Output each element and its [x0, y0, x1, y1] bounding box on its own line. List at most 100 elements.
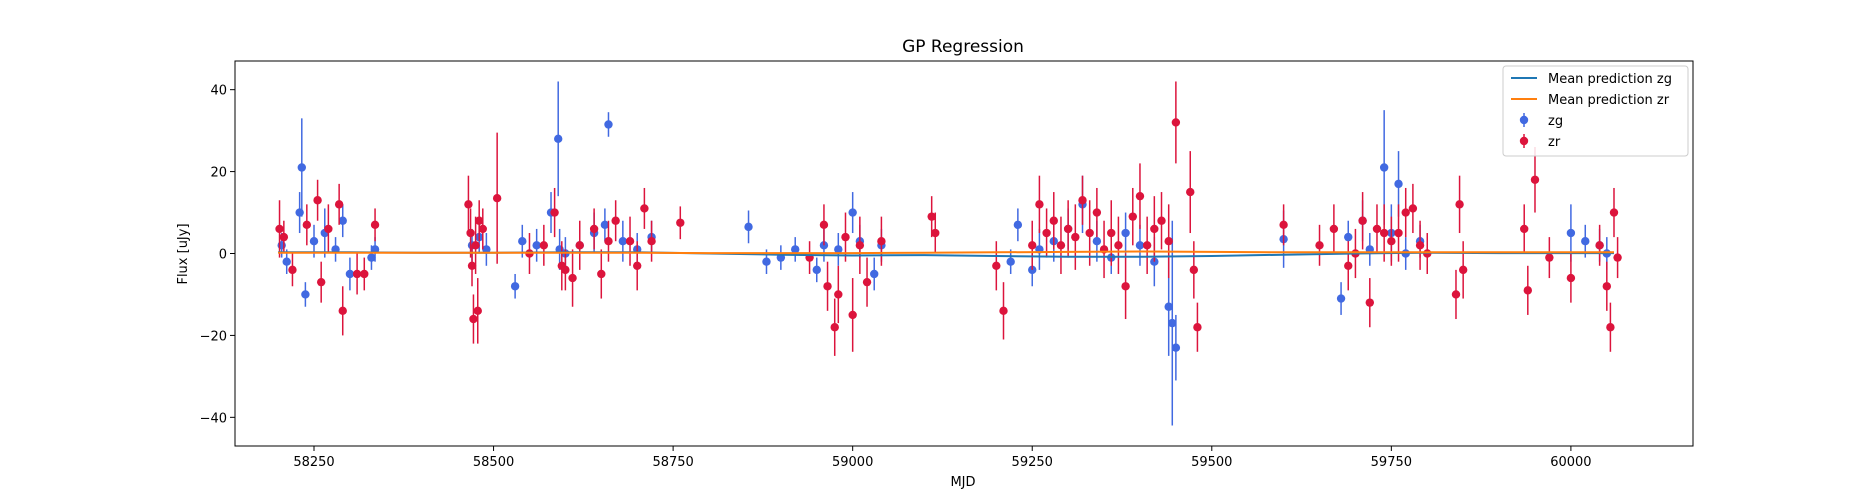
data-point [1566, 273, 1576, 283]
legend: Mean prediction zg Mean prediction zr zg zr [1502, 65, 1689, 157]
data-point [301, 290, 310, 299]
data-point [334, 200, 344, 209]
data-point [862, 277, 872, 287]
data-point [1566, 228, 1576, 238]
data-point [1056, 241, 1066, 250]
data-point [575, 241, 584, 250]
data-point [819, 220, 829, 230]
data-point [1189, 265, 1199, 275]
data-point [1523, 286, 1533, 295]
data-point [848, 208, 857, 217]
data-point [744, 222, 753, 232]
legend-label: zg [1548, 114, 1563, 129]
data-point [1092, 208, 1102, 217]
data-point [1545, 253, 1554, 262]
data-point [589, 224, 599, 234]
data-point [1171, 343, 1181, 352]
data-point [338, 306, 347, 316]
y-tick-label: −40 [200, 411, 227, 426]
data-point [367, 253, 376, 262]
data-point [823, 282, 832, 291]
y-axis-label: Flux [uJy] [176, 223, 191, 284]
data-point [561, 265, 570, 275]
data-point [1379, 228, 1389, 238]
data-point [618, 237, 628, 246]
data-point [1279, 220, 1288, 230]
data-point [640, 204, 649, 213]
data-point [324, 224, 333, 234]
data-point [370, 220, 380, 230]
data-point [604, 120, 613, 129]
data-point [1150, 224, 1159, 234]
data-point [1372, 224, 1382, 234]
data-point [877, 237, 886, 246]
data-point [1071, 232, 1080, 242]
x-tick-label: 60000 [1550, 455, 1591, 470]
data-point [1344, 261, 1353, 270]
data-point [1085, 228, 1094, 238]
y-tick-label: 0 [219, 248, 227, 263]
data-point [1114, 241, 1123, 250]
x-tick-label: 58500 [473, 455, 514, 470]
data-point [471, 241, 480, 250]
legend-marker [1519, 136, 1529, 146]
y-tick-label: 20 [210, 166, 227, 181]
data-point [834, 245, 843, 254]
y-axis: −40 −20 0 20 40 [200, 84, 235, 426]
data-point [360, 269, 369, 279]
data-point [1613, 253, 1622, 262]
data-point [482, 245, 491, 254]
data-point [297, 163, 306, 172]
plot-area [275, 81, 1622, 426]
data-point [1142, 241, 1152, 250]
data-point [1042, 228, 1051, 238]
data-point [1329, 224, 1339, 234]
data-point [927, 212, 936, 221]
x-tick-label: 58750 [652, 455, 693, 470]
data-point [1171, 118, 1181, 127]
legend-marker [1519, 115, 1529, 125]
x-tick-label: 59250 [1012, 455, 1053, 470]
data-point [597, 269, 606, 279]
data-point [279, 232, 289, 242]
data-point [1394, 228, 1403, 238]
data-point [600, 220, 610, 230]
chart-title: GP Regression [902, 37, 1024, 57]
x-tick-label: 59750 [1371, 455, 1412, 470]
data-point [1315, 241, 1324, 250]
data-point [1121, 282, 1130, 291]
data-point [830, 323, 839, 332]
data-point [469, 314, 478, 324]
data-point [288, 265, 297, 275]
data-point [812, 265, 821, 275]
data-point [791, 245, 800, 254]
data-point [1344, 232, 1353, 242]
data-point [1107, 228, 1116, 238]
data-point [1049, 216, 1058, 225]
data-point [473, 306, 482, 316]
data-point [539, 241, 549, 250]
data-point [1408, 204, 1418, 213]
data-point [568, 273, 577, 283]
data-point [345, 269, 355, 279]
data-point [309, 237, 319, 246]
data-point [1458, 265, 1468, 275]
data-point [1193, 323, 1202, 332]
data-point [1581, 237, 1590, 246]
series-line-Mean prediction zr [278, 250, 1614, 255]
data-point [1164, 237, 1173, 246]
data-point [275, 224, 284, 234]
data-point [464, 200, 473, 209]
data-point [633, 261, 642, 270]
data-point [510, 282, 520, 291]
data-point [532, 241, 541, 250]
data-point [1186, 187, 1195, 197]
data-point [762, 257, 771, 266]
data-point [466, 228, 475, 238]
data-point [1602, 282, 1612, 291]
data-point [316, 277, 326, 287]
data-point [1365, 298, 1374, 307]
data-point [625, 237, 635, 246]
y-tick-label: 40 [210, 84, 227, 99]
